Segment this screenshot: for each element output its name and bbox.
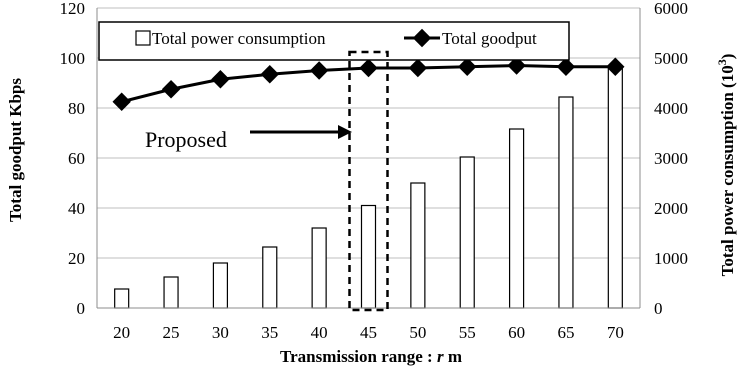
x-tick-label: 25 [163,323,180,342]
y-left-tick-label: 100 [60,49,86,68]
x-tick-label: 30 [212,323,229,342]
line-series [112,56,625,111]
bar [607,67,623,309]
x-tick-label: 60 [508,323,525,342]
goodput-marker [507,56,526,75]
left-axis-title: Total goodput Kbps [6,78,25,222]
y-right-tick-label: 0 [654,299,663,318]
goodput-marker [408,58,428,78]
legend-line-label: Total goodput [442,29,537,48]
goodput-marker [556,57,576,76]
tick-labels: 0 20 40 60 80 100 120 0 1000 2000 3000 4000 5000 6000… [60,0,689,342]
y-left-tick-label: 60 [68,149,85,168]
right-axis-title-prefix: Total power consumption (10 [718,65,737,276]
y-left-tick-label: 120 [60,0,86,18]
goodput-marker [161,80,181,99]
goodput-marker [359,58,378,78]
right-axis-title: Total power consumption (103) [715,54,737,277]
legend-bar-swatch [135,30,151,46]
goodput-marker [309,61,329,80]
x-tick-label: 40 [311,323,328,342]
y-right-tick-label: 4000 [654,99,688,118]
legend: Total power consumption Total goodput [98,21,570,61]
bar [311,227,327,309]
goodput-marker [260,65,279,84]
y-left-tick-label: 0 [77,299,86,318]
bar [262,246,278,309]
right-axis-title-suffix: ) [718,54,737,60]
x-tick-label: 65 [557,323,574,342]
x-tick-label: 35 [261,323,278,342]
proposed-highlight-box [348,50,389,312]
x-tick-label: 45 [360,323,377,342]
x-axis-title-prefix: Transmission range : [280,347,437,366]
right-axis-title-sup: 3 [715,59,729,65]
bar [558,96,574,309]
y-left-tick-label: 80 [68,99,85,118]
bar [410,182,426,309]
x-axis-title-suffix: m [444,347,462,366]
bar-series [114,67,623,309]
proposed-arrow-head [338,125,352,139]
proposed-label: Proposed [145,127,227,152]
bar [163,276,179,309]
x-tick-label: 70 [607,323,624,342]
goodput-marker [458,57,477,76]
axes [96,8,641,309]
bar [212,262,229,309]
y-right-tick-label: 6000 [654,0,688,18]
y-left-tick-label: 40 [68,199,85,218]
bar [360,204,377,309]
goodput-marker [112,92,131,111]
y-right-tick-label: 5000 [654,49,688,68]
legend-box [98,21,570,61]
proposed-annotation: Proposed [145,50,389,312]
x-tick-label: 50 [409,323,426,342]
goodput-marker [211,70,230,89]
bar [114,288,130,309]
y-left-tick-label: 20 [68,249,85,268]
x-tick-label: 20 [113,323,130,342]
x-axis-title-var: r [437,347,444,366]
bar [508,128,525,309]
x-axis-title: Transmission range : r m [280,347,462,366]
goodput-marker [606,57,625,76]
y-right-tick-label: 3000 [654,149,688,168]
bar [459,156,475,309]
x-tick-label: 55 [459,323,476,342]
legend-line-marker [412,28,432,48]
y-right-tick-label: 2000 [654,199,688,218]
y-right-tick-label: 1000 [654,249,688,268]
legend-bar-label: Total power consumption [152,29,326,48]
